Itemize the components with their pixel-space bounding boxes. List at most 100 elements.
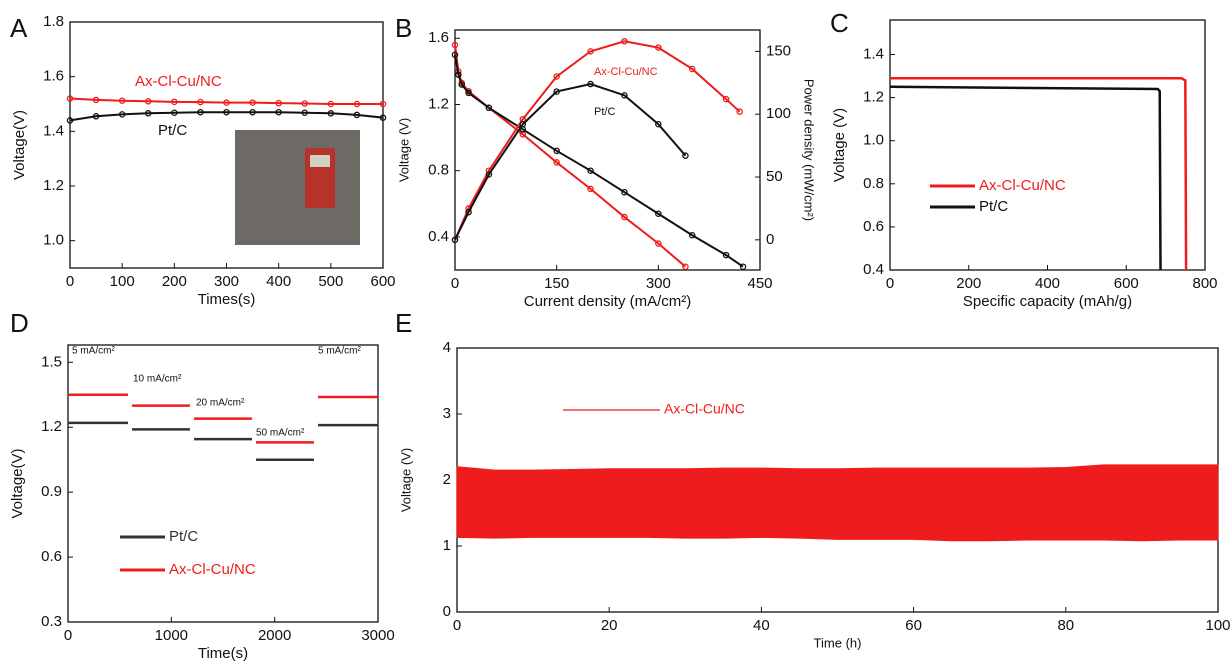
x-tick-label: 20 [601,617,618,634]
y-tick-label: 1.2 [41,418,62,435]
x-tick-label: 450 [747,275,772,292]
x-tick-label: 200 [162,273,187,290]
y-tick-label: 0.6 [41,548,62,565]
marker [621,38,628,45]
legend-label: Ax-Cl-Cu/NC [979,177,1066,194]
y-tick-label: 0.6 [863,218,884,235]
marker [455,71,462,78]
y-tick-label: 0.4 [428,228,449,245]
marker [301,100,308,107]
plot-frame [889,19,1206,271]
marker [66,95,74,102]
x-axis-label: Time (h) [814,635,862,650]
inset-photo [235,130,360,245]
marker [451,236,459,244]
x-tick-label: 0 [451,275,459,292]
marker [688,231,696,239]
marker [144,98,152,105]
y-axis-label: Voltage (V) [831,108,848,182]
x-tick-label: 400 [266,273,291,290]
marker [553,147,560,155]
marker [621,188,628,196]
marker [301,109,308,116]
x-tick-label: 0 [64,627,72,644]
y-tick-label: 0.3 [41,613,62,630]
x-tick-label: 800 [1192,275,1217,292]
y-tick-label: 1.0 [43,232,64,249]
marker [327,100,335,108]
y-tick-label: 4 [443,339,451,356]
y-tick-label: 1.6 [43,68,64,85]
y-tick-label: 1.4 [863,45,884,62]
series-line [454,40,741,241]
x-tick-label: 0 [886,275,894,292]
marker [249,108,256,116]
x-tick-label: 600 [1114,275,1139,292]
marker [197,98,204,106]
y-tick-label: 1.0 [863,132,884,149]
series-line [454,54,744,268]
voltage-band [456,464,1219,542]
series-line [68,421,378,461]
x-tick-label: 200 [956,275,981,292]
x-tick-label: 0 [66,273,74,290]
marker [587,80,594,88]
legend-label: Pt/C [158,122,187,139]
marker [553,88,560,95]
y-tick-label: 1.2 [428,95,449,112]
marker [451,41,459,49]
marker [223,99,230,106]
panel-label: E [395,308,412,338]
marker [655,210,662,217]
marker [275,99,282,107]
marker [458,81,466,88]
annotation: 5 mA/cm² [318,346,361,357]
marker [736,108,743,115]
series-line [68,393,378,444]
y2-axis-label: Power density (mW/cm²) [802,79,817,221]
marker [553,159,560,166]
y-tick-label: 1.4 [43,122,64,139]
plot-frame [454,29,761,271]
marker [587,185,594,193]
marker [465,208,472,216]
marker [327,110,335,117]
marker [485,104,493,112]
x-tick-label: 150 [544,275,569,292]
x-tick-label: 300 [214,273,239,290]
legend-label: Pt/C [594,106,615,118]
series-line [69,97,383,105]
marker [465,89,472,97]
y-axis-label: Voltage (V) [398,448,413,512]
panel-label: C [830,8,849,38]
marker [519,120,527,128]
x-tick-label: 600 [370,273,395,290]
marker [66,117,74,124]
y-tick-label: 0.4 [863,261,884,278]
series-line [890,76,1188,271]
marker [92,96,100,104]
y-tick-label: 1.2 [43,177,64,194]
x-tick-label: 80 [1057,617,1074,634]
marker [587,167,594,174]
x-tick-label: 1000 [155,627,188,644]
y2-tick-label: 50 [766,168,783,185]
annotation: 10 mA/cm² [133,374,182,385]
x-tick-label: 400 [1035,275,1060,292]
marker [197,108,204,116]
x-axis-label: Times(s) [198,291,256,308]
marker [682,263,689,270]
marker [688,65,696,73]
y2-tick-label: 0 [766,231,774,248]
marker [621,213,628,221]
legend-label: Pt/C [169,528,198,545]
series-line [454,44,687,268]
y-tick-label: 1 [443,537,451,554]
x-tick-label: 300 [646,275,671,292]
legend-label: Ax-Cl-Cu/NC [135,73,222,90]
y-tick-label: 0.9 [41,483,62,500]
y2-tick-label: 150 [766,42,791,59]
y-tick-label: 1.2 [863,89,884,106]
marker [655,240,662,247]
marker [171,109,178,116]
